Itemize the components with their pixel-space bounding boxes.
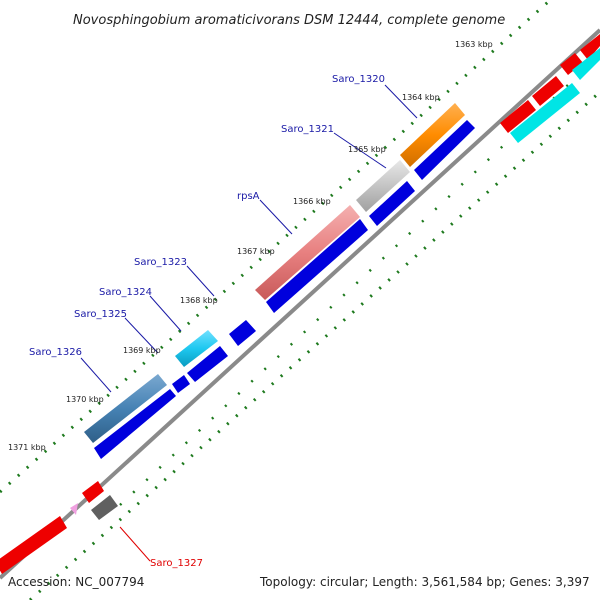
cds-forward-6[interactable] [369, 181, 415, 226]
gene-saro-1320[interactable] [400, 103, 465, 167]
label-saro-1320[interactable]: Saro_1320 [332, 74, 385, 85]
gene-cyan-2[interactable] [572, 48, 600, 80]
leader-saro-1323 [186, 265, 215, 297]
gene-saro-1326[interactable] [84, 374, 167, 443]
gene-saro-1327[interactable] [91, 495, 118, 520]
leader-rpsA [259, 199, 293, 235]
cds-reverse-6[interactable] [580, 34, 600, 60]
gene-saro-1321[interactable] [356, 160, 410, 212]
leader-saro-1327 [119, 526, 151, 562]
cds-reverse-1[interactable] [0, 516, 67, 574]
tick-1368: 1368 kbp [180, 296, 218, 305]
cds-forward-4[interactable] [229, 320, 256, 346]
cds-forward-5[interactable] [266, 219, 368, 313]
genome-summary: Topology: circular; Length: 3,561,584 bp… [259, 575, 590, 589]
tick-1371: 1371 kbp [8, 443, 46, 452]
inner-dot-ring [29, 90, 600, 600]
leader-saro-1320 [384, 84, 418, 119]
cds-forward-1[interactable] [94, 389, 176, 459]
cds-forward-3[interactable] [187, 346, 228, 382]
tick-1364: 1364 kbp [402, 93, 440, 102]
cds-forward-2[interactable] [172, 375, 190, 393]
outer-dot-ring [0, 0, 549, 494]
gene-pink-small[interactable] [70, 503, 78, 515]
accession: Accession: NC_007794 [8, 575, 144, 589]
tick-1370: 1370 kbp [66, 395, 104, 404]
tick-1365: 1365 kbp [348, 145, 386, 154]
gene-saro-1325[interactable] [175, 330, 218, 367]
label-saro-1324[interactable]: Saro_1324 [99, 287, 152, 298]
tick-1366: 1366 kbp [293, 197, 331, 206]
label-saro-1323[interactable]: Saro_1323 [134, 257, 187, 268]
gene-rpsA[interactable] [255, 205, 360, 300]
cds-reverse-3[interactable] [500, 100, 536, 133]
cds-reverse-2[interactable] [82, 481, 104, 503]
cds-reverse-4[interactable] [532, 76, 564, 106]
label-saro-1321[interactable]: Saro_1321 [281, 124, 334, 135]
leader-saro-1321 [333, 132, 387, 169]
tick-1367: 1367 kbp [237, 247, 275, 256]
map-title: Novosphingobium aromaticivorans DSM 1244… [73, 13, 505, 28]
mid-dot-ring [119, 54, 600, 506]
label-rpsA[interactable]: rpsA [237, 191, 260, 202]
label-saro-1327[interactable]: Saro_1327 [150, 558, 203, 569]
tick-1369: 1369 kbp [123, 346, 161, 355]
leader-saro-1325 [124, 317, 159, 354]
leader-saro-1324 [149, 295, 182, 332]
tick-1363: 1363 kbp [455, 40, 493, 49]
cds-reverse-5[interactable] [560, 53, 583, 75]
label-saro-1326[interactable]: Saro_1326 [29, 347, 82, 358]
label-saro-1325[interactable]: Saro_1325 [74, 309, 127, 320]
cds-forward-7[interactable] [414, 120, 475, 180]
gene-cyan-1[interactable] [510, 83, 580, 143]
leader-saro-1326 [80, 357, 112, 393]
